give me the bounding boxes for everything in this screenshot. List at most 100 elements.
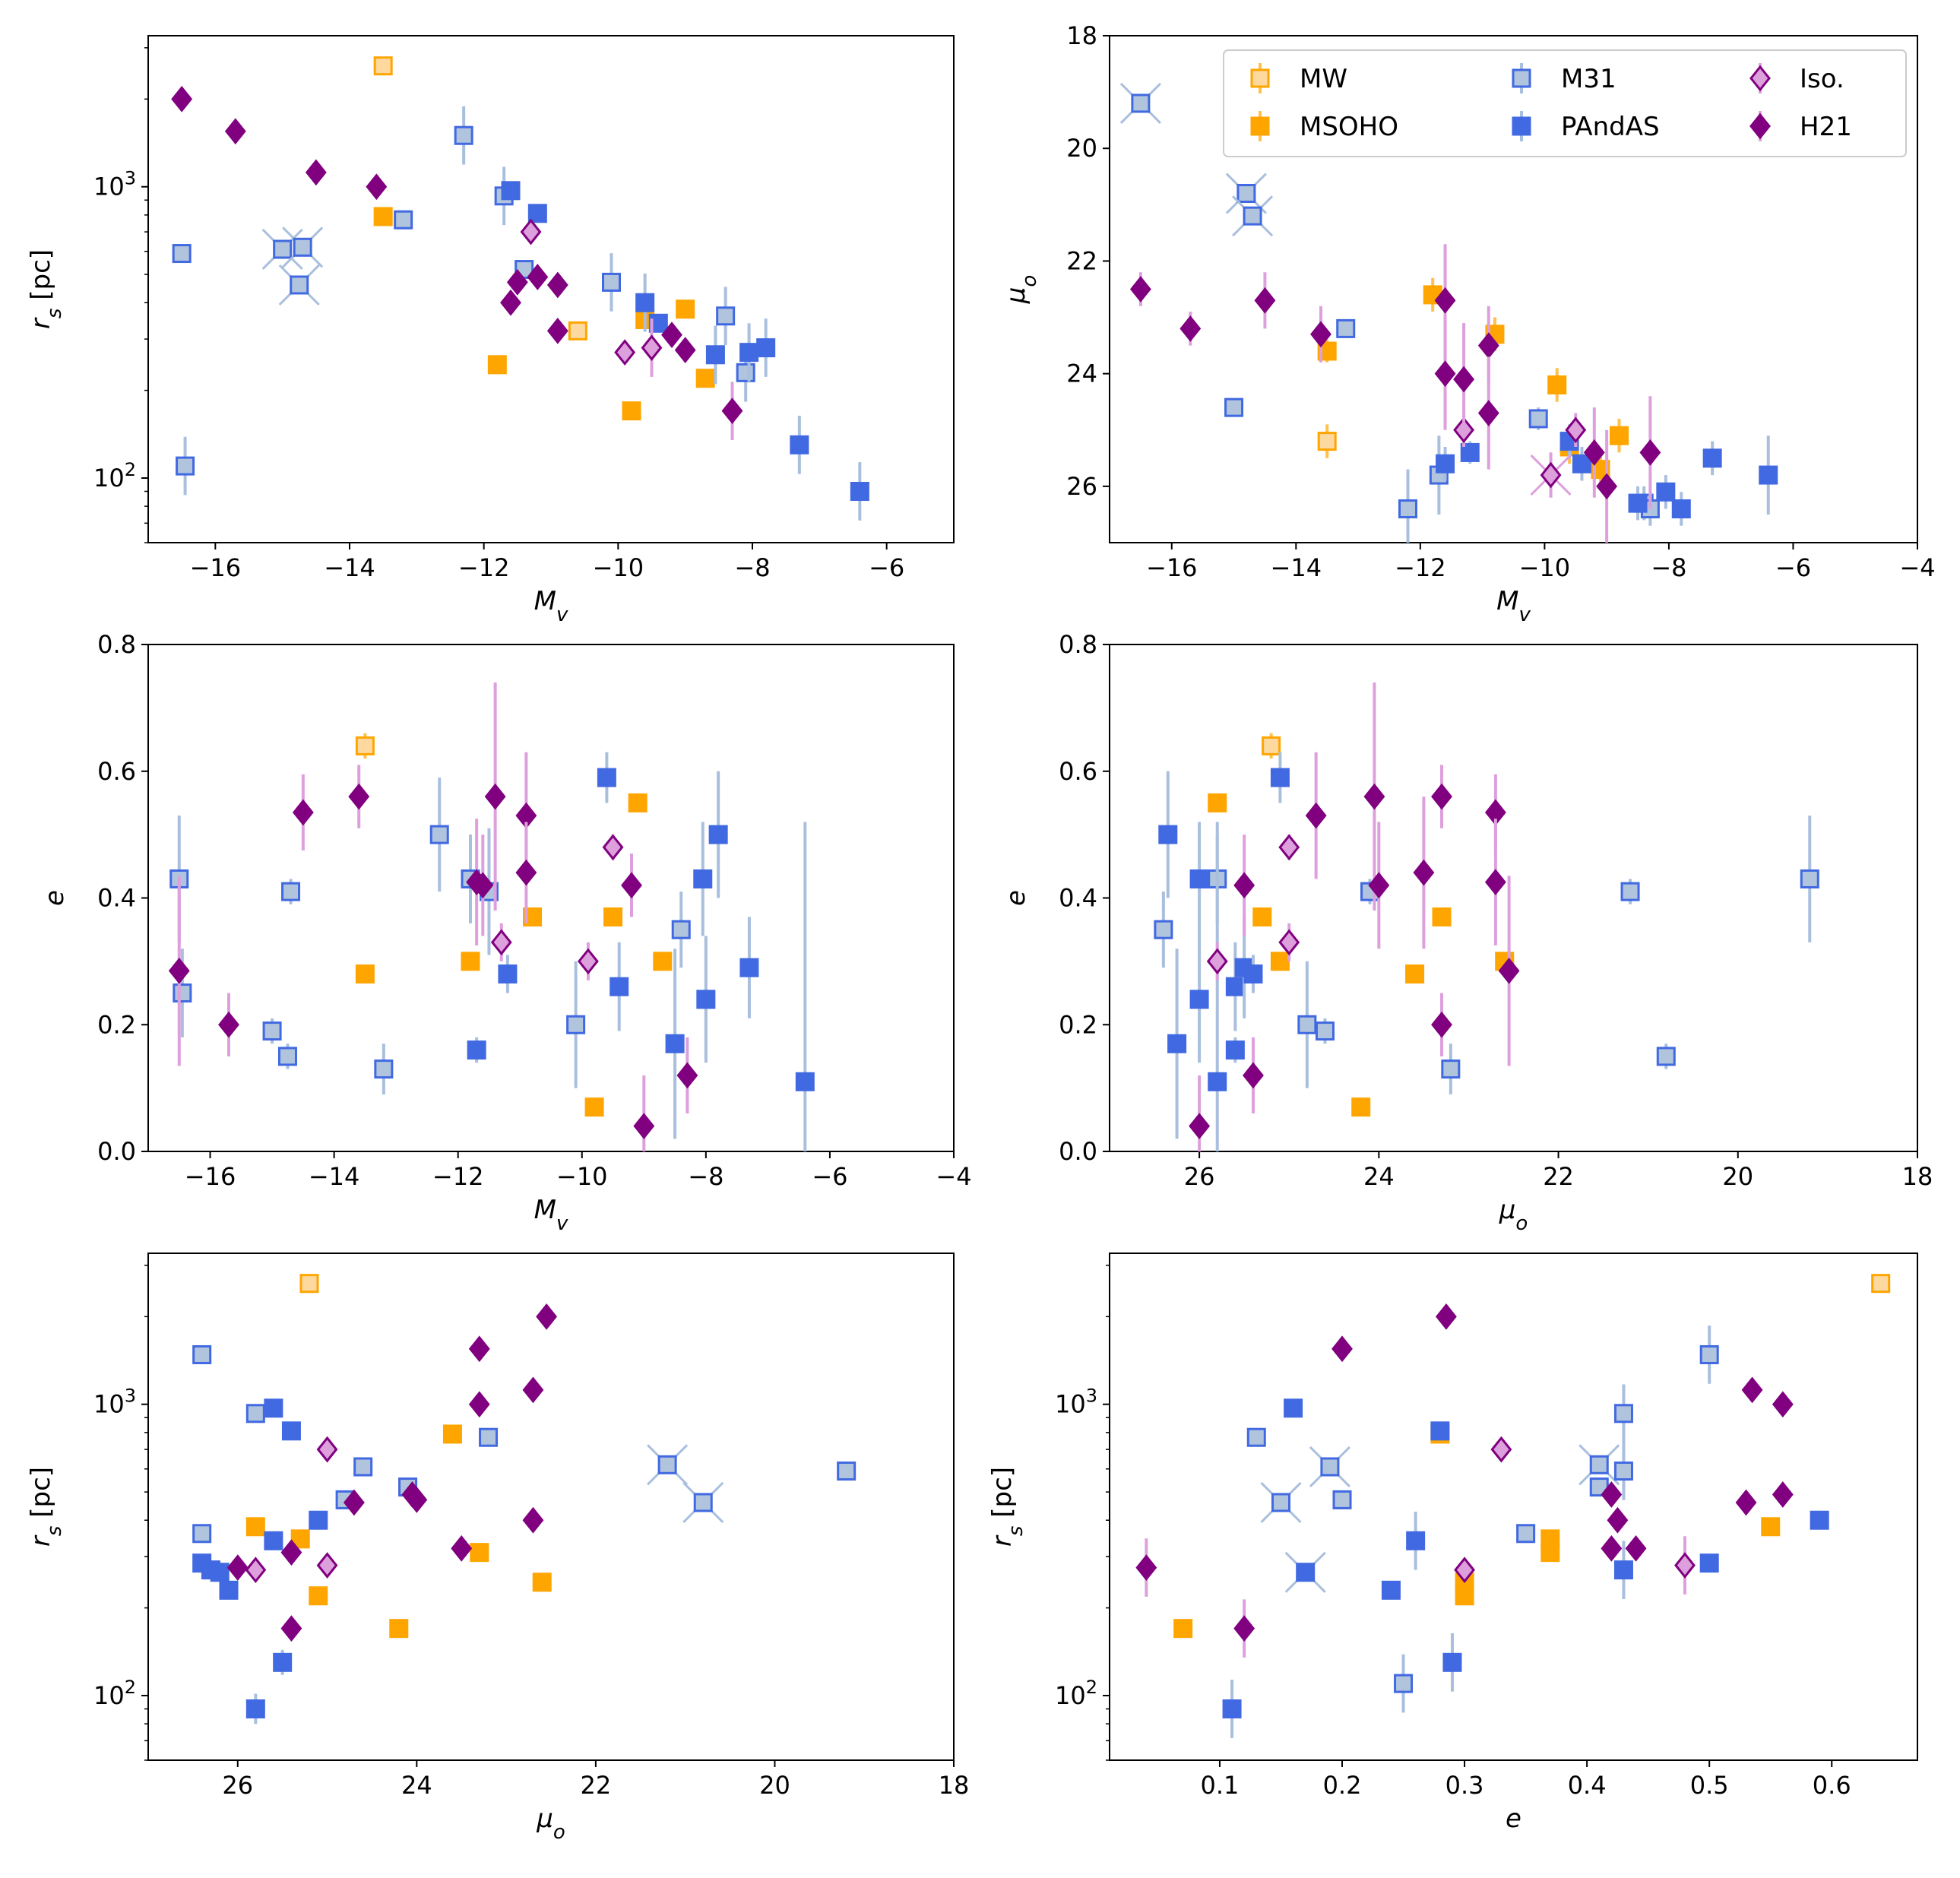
data-point-pandas (264, 1531, 283, 1550)
data-point-pandas (1167, 1034, 1187, 1053)
data-point-m31 (1320, 1457, 1340, 1477)
x-tick-label: 0.1 (1201, 1771, 1240, 1800)
data-point-msoho (653, 952, 673, 971)
y-axis-label: rs [pc] (26, 1467, 66, 1547)
x-tick-label: 20 (1722, 1162, 1753, 1191)
data-point-pandas (1671, 499, 1691, 519)
data-point-pandas (610, 977, 629, 996)
x-tick-label: −10 (1519, 553, 1571, 582)
data-point-m31 (1441, 1059, 1461, 1079)
data-point-iso (316, 1436, 338, 1463)
data-point-mw (568, 321, 587, 340)
data-point-msoho (1405, 964, 1425, 984)
data-point-pandas (1430, 1421, 1450, 1441)
data-point-pandas (739, 343, 759, 363)
x-tick-label: −8 (1651, 553, 1686, 582)
data-point-iso (1540, 461, 1562, 489)
data-point-pandas (790, 435, 809, 454)
data-point-pandas (1759, 465, 1778, 485)
data-point-pandas (1810, 1510, 1829, 1530)
data-point-iso (316, 1552, 338, 1579)
data-point-h21 (484, 783, 506, 810)
x-axis-label: e (1506, 1804, 1521, 1834)
data-point-iso (1278, 929, 1300, 956)
data-point-m31 (281, 882, 301, 901)
data-point-h21 (468, 1391, 490, 1418)
data-point-h21 (1772, 1481, 1794, 1508)
x-tick-label: 0.5 (1690, 1771, 1729, 1800)
data-point-m31 (657, 1455, 677, 1474)
x-tick-label: −16 (1146, 553, 1198, 582)
y-tick-label: 0.6 (97, 757, 136, 786)
x-tick-label: 0.4 (1568, 1771, 1607, 1800)
data-point-h21 (1435, 1303, 1457, 1330)
data-point-h21 (1305, 802, 1327, 829)
data-point-h21 (522, 1376, 544, 1404)
data-point-h21 (468, 1335, 490, 1363)
x-tick-label: 26 (1184, 1162, 1215, 1191)
data-point-pandas (527, 204, 547, 223)
data-point-m31 (1243, 206, 1262, 226)
data-point-h21 (280, 1539, 302, 1566)
data-point-pandas (795, 1072, 815, 1091)
series-mw (299, 1274, 319, 1294)
y-tick-label: 103 (1055, 1386, 1097, 1419)
data-point-iso (641, 334, 663, 362)
data-point-h21 (1363, 783, 1385, 810)
series-m31 (172, 106, 755, 496)
data-point-h21 (536, 1303, 558, 1330)
data-point-m31 (192, 1344, 212, 1364)
data-point-msoho (1547, 375, 1567, 394)
y-axis-label: rs [pc] (26, 249, 66, 329)
x-tick-label: 0.6 (1813, 1771, 1851, 1800)
data-point-m31 (1224, 397, 1244, 417)
x-tick-label: −8 (688, 1162, 724, 1191)
legend-marker-m31 (1512, 68, 1531, 88)
data-point-pandas (708, 825, 728, 844)
data-point-pandas (219, 1580, 239, 1600)
data-point-m31 (273, 239, 293, 259)
data-point-h21 (1233, 872, 1255, 899)
data-point-m31 (293, 237, 312, 257)
data-point-h21 (721, 397, 743, 425)
y-tick-label: 0.2 (97, 1010, 136, 1039)
y-tick-label: 102 (93, 459, 136, 492)
y-tick-label: 103 (93, 168, 136, 201)
data-point-msoho (532, 1572, 552, 1592)
series-h21 (226, 1303, 558, 1642)
y-tick-label: 102 (93, 1677, 136, 1710)
data-point-h21 (1434, 287, 1456, 314)
x-tick-label: −4 (1899, 553, 1935, 582)
data-point-msoho (1610, 426, 1629, 445)
data-point-m31 (353, 1457, 373, 1477)
data-point-m31 (1336, 318, 1356, 338)
data-point-iso (602, 834, 624, 861)
x-axis-label: Mv (534, 586, 568, 626)
data-point-pandas (705, 345, 725, 365)
data-point-pandas (273, 1652, 293, 1672)
data-point-m31 (1332, 1490, 1352, 1509)
series-iso (1206, 834, 1300, 980)
data-layer (192, 1274, 857, 1724)
y-tick-label: 0.0 (97, 1137, 136, 1166)
data-point-h21 (1453, 366, 1475, 393)
data-point-iso (1278, 834, 1300, 861)
series-iso (490, 834, 624, 980)
y-tick-label: 102 (1055, 1677, 1097, 1710)
legend-label: H21 (1800, 112, 1852, 142)
data-point-m31 (176, 456, 195, 476)
data-point-pandas (1225, 977, 1245, 996)
data-point-h21 (546, 271, 568, 299)
data-point-h21 (366, 173, 388, 201)
data-point-pandas (1225, 1040, 1245, 1060)
y-tick-label: 103 (93, 1386, 136, 1419)
series-h21 (168, 682, 698, 1151)
data-point-pandas (210, 1563, 230, 1582)
legend-item-msoho: MSOHO (1250, 111, 1398, 142)
data-point-m31 (192, 1524, 212, 1544)
data-point-iso (490, 929, 512, 956)
series-m31 (169, 777, 691, 1094)
x-tick-label: −16 (185, 1162, 236, 1191)
data-point-msoho (487, 355, 507, 375)
x-tick-label: −14 (324, 553, 375, 582)
